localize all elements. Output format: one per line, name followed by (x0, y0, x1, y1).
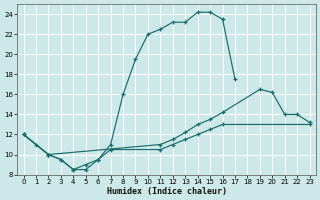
X-axis label: Humidex (Indice chaleur): Humidex (Indice chaleur) (107, 187, 227, 196)
